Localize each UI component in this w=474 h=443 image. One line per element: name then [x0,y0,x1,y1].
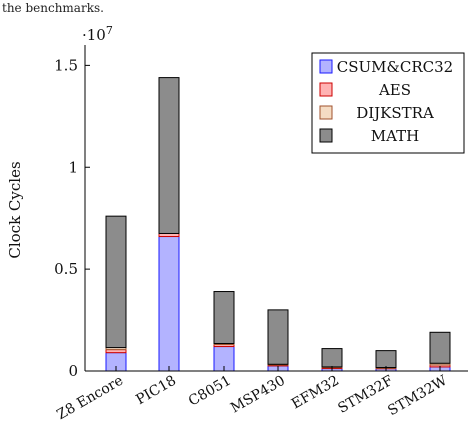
caption-fragment: the benchmarks. [2,1,104,15]
y-ticks: 0 0.5 1 1.5 [54,56,90,380]
x-tick-label-z8-encore: Z8 Encore [54,373,126,424]
legend: CSUM&CRC32 AES DIJKSTRA MATH [311,52,465,154]
bar-math-stm32w [429,331,451,364]
legend-swatch-dijkstra [319,105,333,120]
x-tick-label-efm32: EFM32 [289,373,342,413]
bar-math-pic18 [158,77,180,234]
y-tick-label: 0 [68,362,78,380]
legend-swatch-aes [319,82,333,97]
legend-box [311,52,465,154]
legend-label-aes: AES [378,81,411,99]
y-tick-label: 1 [68,158,78,176]
y-tick-label: 1.5 [54,56,78,74]
legend-label-dijkstra: DIJKSTRA [356,104,434,122]
bar-math-stm32f [375,350,397,369]
legend-swatch-math [319,128,333,143]
x-tick-label-c8051: C8051 [186,373,234,410]
x-tick-label-pic18: PIC18 [133,373,179,409]
x-tick-label-msp430: MSP430 [228,373,288,417]
y-tick-label: 0.5 [54,260,78,278]
bar-math-efm32 [321,348,343,368]
y-axis-label: Clock Cycles [6,161,24,258]
legend-label-math: MATH [371,127,419,145]
legend-label-csum-crc32: CSUM&CRC32 [337,58,453,76]
bar-math-z8-encore [105,215,127,349]
y-multiplier: ·107 [82,24,113,44]
bar-math-c8051 [213,291,235,344]
x-tick-label-stm32w: STM32W [385,372,450,419]
bar-csum-crc32-pic18 [158,236,180,372]
bar-math-msp430 [267,309,289,365]
legend-swatch-csum-crc32 [319,59,333,74]
